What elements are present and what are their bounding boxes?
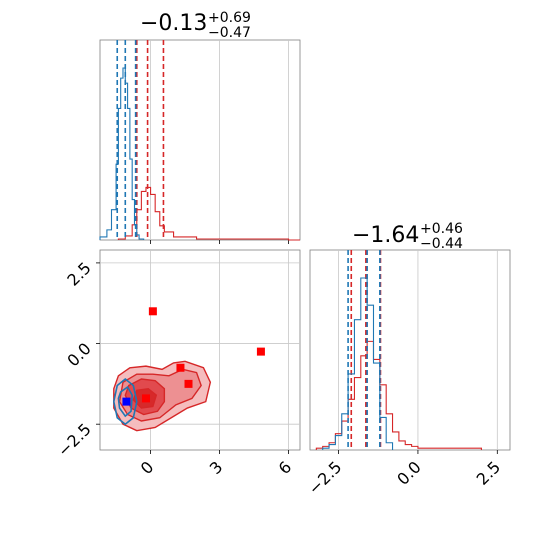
joint-red-square-marker [148, 307, 157, 316]
marginal-y-frame [309, 249, 511, 451]
joint-red-square-marker [141, 394, 150, 403]
joint-red-square-marker [256, 347, 265, 356]
marginal-y-tick-label: 2.5 [473, 457, 504, 488]
marginal-x-histograms [99, 40, 300, 241]
marginal-y-grid [338, 250, 498, 454]
joint-scatter-panel: 0 3 6 2.5 0.0 −2.5 [54, 249, 301, 478]
marginal-y-title-plus: +0.46 [420, 221, 463, 237]
joint-x-tick-label: 6 [275, 457, 296, 478]
joint-red-square-marker [176, 363, 185, 372]
marginal-x-frame [99, 39, 301, 241]
marginal-x-histogram-series-0 [117, 186, 300, 241]
joint-blue-contour-level-1 [117, 385, 133, 418]
marginal-y-histogram-series-1 [322, 277, 394, 450]
marginal-x-title-plus: +0.69 [208, 10, 251, 26]
marginal-x-title: −0.13 [140, 11, 207, 36]
marginal-y-tick-label: 0.0 [393, 457, 424, 488]
marginal-histogram-x-panel: −0.13 +0.69 −0.47 [99, 10, 301, 244]
marginal-y-tick-label: −2.5 [304, 457, 345, 498]
joint-contours [112, 360, 212, 432]
marginal-x-title-minus: −0.47 [208, 25, 251, 41]
joint-x-tick-label: 3 [206, 457, 227, 478]
joint-red-square-marker [184, 379, 193, 388]
marginal-histogram-y-panel: −2.5 0.0 2.5 −1.64 +0.46 −0.44 [304, 221, 511, 498]
marginal-x-grid [150, 40, 289, 244]
joint-blue-contour-level-0 [112, 378, 138, 426]
joint-y-tick-label: −2.5 [54, 420, 95, 461]
joint-blue-square-marker [122, 397, 131, 406]
marginal-y-tick-labels: −2.5 0.0 2.5 [304, 457, 504, 498]
joint-x-tick-label: 0 [137, 457, 158, 478]
marginal-y-title-minus: −0.44 [420, 236, 463, 252]
joint-markers [122, 307, 265, 406]
marginal-y-title: −1.64 [352, 223, 419, 248]
joint-y-tick-label: 0.0 [63, 339, 94, 370]
marginal-y-histograms [315, 250, 482, 450]
joint-y-tick-label: 2.5 [63, 258, 94, 289]
